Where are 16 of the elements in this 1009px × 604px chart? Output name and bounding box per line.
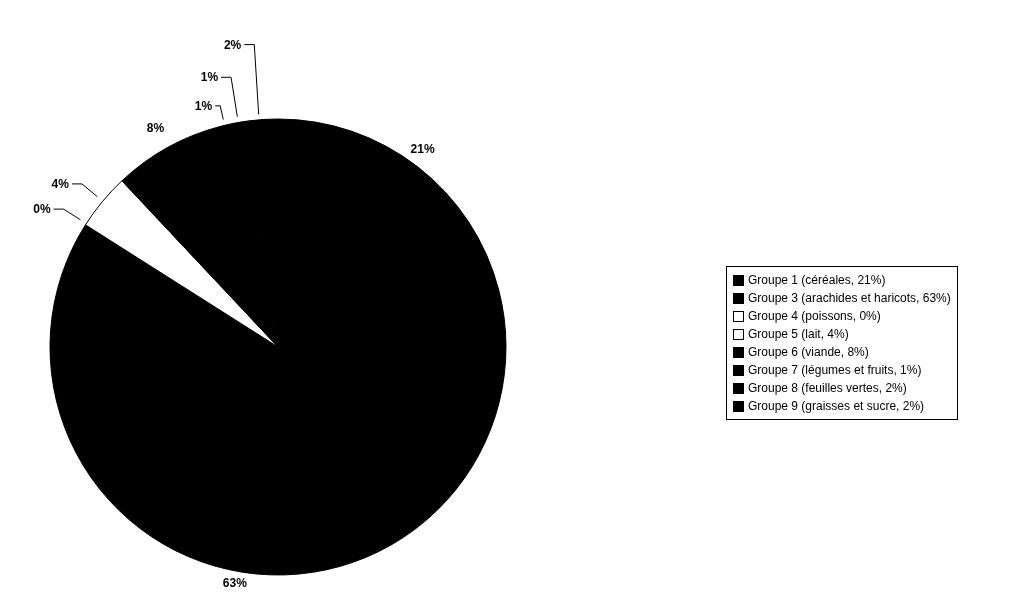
data-label: 8% (146, 121, 165, 136)
legend-label: Groupe 6 (viande, 8%) (748, 344, 869, 361)
legend-label: Groupe 3 (arachides et haricots, 63%) (748, 290, 951, 307)
data-label: 1% (194, 98, 213, 113)
legend-label: Groupe 9 (graisses et sucre, 2%) (748, 398, 925, 415)
data-label: 63% (222, 576, 248, 590)
legend-label: Groupe 5 (lait, 4%) (748, 326, 849, 343)
data-label: 2% (223, 37, 242, 52)
data-label: 4% (51, 176, 70, 191)
data-label: 1% (200, 70, 219, 85)
legend-label: Groupe 1 (céréales, 21%) (748, 272, 886, 289)
data-label: 21% (410, 142, 435, 157)
legend-label: Groupe 7 (légumes et fruits, 1%) (748, 362, 922, 379)
legend-label: Groupe 8 (feuilles vertes, 2%) (748, 380, 907, 397)
legend-label: Groupe 4 (poissons, 0%) (748, 308, 881, 325)
text: 0% (33, 202, 51, 217)
